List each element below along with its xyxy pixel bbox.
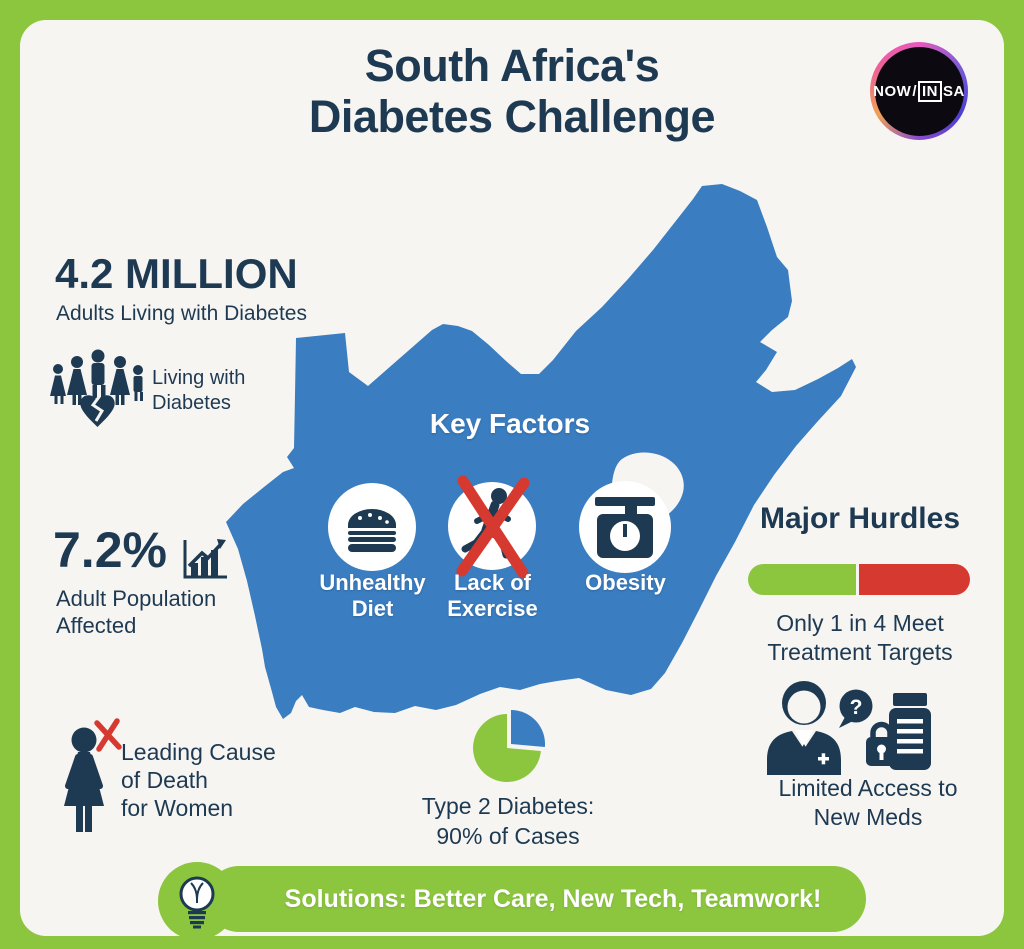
- living-with-diabetes-label: Living with Diabetes: [152, 366, 245, 416]
- logo-slash: /: [912, 82, 917, 100]
- stat-percent-value: 7.2%: [53, 522, 167, 578]
- factor2-line2: Exercise: [447, 595, 538, 621]
- page-title-line1: South Africa's: [364, 40, 660, 91]
- factor1-line1: Unhealthy: [319, 570, 426, 595]
- percent-label-line2: Affected: [56, 612, 137, 638]
- treatment-caption-line1: Only 1 in 4 Meet: [776, 610, 944, 636]
- factor1-line2: Diet: [351, 595, 394, 621]
- leading-cause-label: Leading Cause of Death for Women: [121, 738, 276, 822]
- stat-adults-label: Adults Living with Diabetes: [56, 302, 307, 325]
- women-line2: of Death: [121, 767, 208, 794]
- brand-logo: NOW / IN SA: [870, 42, 968, 140]
- women-line1: Leading Cause: [121, 739, 276, 765]
- treatment-caption: Only 1 in 4 Meet Treatment Targets: [748, 609, 972, 668]
- solutions-text: Solutions: Better Care, New Tech, Teamwo…: [284, 884, 822, 913]
- type2-line2: 90% of Cases: [436, 823, 580, 850]
- access-line2: New Meds: [813, 804, 923, 831]
- type2-caption: Type 2 Diabetes: 90% of Cases: [408, 791, 608, 852]
- factor-lack-of-exercise-label: Lack of Exercise: [420, 570, 565, 622]
- logo-word-sa: SA: [943, 82, 965, 100]
- brand-logo-text: NOW / IN SA: [873, 46, 965, 136]
- living-line1: Living with: [152, 367, 246, 389]
- limited-access-label: Limited Access to New Meds: [752, 774, 984, 833]
- factor-obesity-label: Obesity: [553, 570, 698, 596]
- meter-red-segment: [859, 564, 970, 595]
- percent-label-line1: Adult Population: [56, 586, 217, 611]
- women-line3: for Women: [121, 795, 234, 822]
- page-title-line2: Diabetes Challenge: [308, 91, 716, 143]
- logo-word-now: NOW: [873, 82, 912, 100]
- treatment-meter: [748, 564, 970, 595]
- factor-unhealthy-diet-label: Unhealthy Diet: [300, 570, 445, 622]
- major-hurdles-title: Major Hurdles: [759, 502, 961, 535]
- factor3-line1: Obesity: [585, 570, 666, 595]
- treatment-caption-line2: Treatment Targets: [767, 639, 953, 666]
- access-line1: Limited Access to: [778, 775, 958, 801]
- logo-word-in: IN: [918, 80, 942, 102]
- solutions-banner: Solutions: Better Care, New Tech, Teamwo…: [206, 866, 866, 932]
- living-line2: Diabetes: [152, 392, 231, 414]
- key-factors-title: Key Factors: [429, 408, 591, 439]
- type2-line1: Type 2 Diabetes:: [421, 793, 595, 819]
- stat-adults-value: 4.2 MILLION: [55, 250, 298, 297]
- factor2-line1: Lack of: [453, 570, 532, 595]
- stat-percent-label: Adult Population Affected: [56, 586, 216, 640]
- meter-green-segment: [748, 564, 859, 595]
- page-title: South Africa's Diabetes Challenge: [0, 40, 1024, 143]
